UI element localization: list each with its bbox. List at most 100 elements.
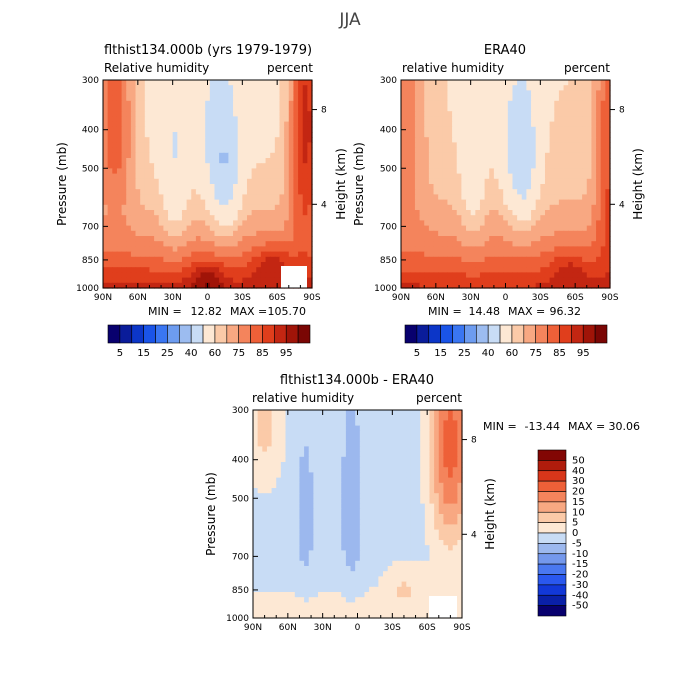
heatmap-cell [290, 519, 296, 525]
heatmap-cell [103, 116, 109, 123]
heatmap-cell [223, 132, 229, 138]
heatmap-cell [112, 116, 118, 123]
heatmap-cell [568, 189, 574, 195]
heatmap-cell [214, 189, 220, 195]
heatmap-cell [544, 132, 551, 138]
y-right-tick-label: 4 [321, 200, 327, 210]
heatmap-cell [558, 173, 565, 180]
heatmap-cell [373, 456, 379, 463]
heatmap-cell [517, 199, 523, 206]
heatmap-cell [341, 446, 347, 453]
heatmap-cell [293, 236, 299, 242]
heatmap-cell [308, 430, 314, 437]
heatmap-cell [322, 529, 328, 536]
heatmap-cell [596, 132, 602, 138]
heatmap-cell [582, 184, 588, 190]
heatmap-cell [200, 137, 206, 143]
heatmap-cell [544, 199, 551, 206]
heatmap-cell [438, 529, 445, 536]
heatmap-cell [448, 529, 454, 536]
heatmap-cell [586, 194, 593, 201]
heatmap-cell [274, 142, 281, 149]
heatmap-cell [605, 215, 611, 221]
heatmap-cell [521, 262, 527, 268]
heatmap-cell [271, 503, 277, 510]
heatmap-cell [424, 220, 430, 227]
heatmap-cell [172, 173, 178, 180]
heatmap-cell [456, 230, 462, 237]
heatmap-cell [158, 90, 164, 97]
heatmap-cell [302, 246, 308, 253]
heatmap-cell [209, 126, 216, 133]
heatmap-cell [428, 210, 435, 216]
heatmap-cell [205, 95, 211, 102]
heatmap-cell [276, 410, 282, 416]
heatmap-cell [195, 121, 202, 128]
heatmap-cell [586, 116, 593, 123]
heatmap-cell [503, 90, 509, 97]
heatmap-cell [308, 482, 314, 489]
heatmap-cell [415, 446, 421, 453]
heatmap-cell [563, 163, 569, 169]
heatmap-cell [253, 415, 259, 421]
heatmap-cell [424, 142, 430, 149]
x-tick-label: 30N [164, 293, 182, 303]
heatmap-cell [186, 225, 192, 232]
heatmap-cell [307, 147, 313, 154]
heatmap-cell [424, 508, 431, 515]
heatmap-cell [214, 173, 220, 180]
heatmap-cell [308, 420, 314, 427]
heatmap-cell [521, 173, 527, 180]
heatmap-cell [549, 204, 555, 211]
heatmap-cell [313, 472, 319, 479]
heatmap-cell [279, 194, 285, 201]
heatmap-cell [512, 277, 518, 284]
heatmap-cell [355, 488, 361, 494]
heatmap-cell [154, 246, 160, 253]
heatmap-cell [336, 467, 342, 473]
heatmap-cell [116, 199, 123, 206]
heatmap-cell [401, 430, 407, 437]
heatmap-cell [410, 456, 417, 463]
heatmap-cell [140, 106, 146, 112]
heatmap-cell [586, 173, 593, 180]
heatmap-cell [424, 467, 431, 473]
heatmap-cell [600, 251, 606, 258]
heatmap-cell [434, 472, 440, 479]
heatmap-cell [270, 137, 276, 143]
heatmap-cell [424, 246, 430, 253]
heatmap-cell [299, 540, 305, 546]
heatmap-cell [521, 267, 527, 273]
heatmap-cell [489, 194, 495, 201]
x-tick-label: 60N [427, 293, 445, 303]
heatmap-cell [429, 467, 435, 473]
heatmap-cell [276, 456, 282, 463]
heatmap-cell [163, 194, 169, 201]
heatmap-cell [448, 467, 454, 473]
heatmap-cell [438, 420, 445, 427]
heatmap-cell [503, 194, 509, 201]
heatmap-cell [434, 436, 440, 442]
heatmap-cell [401, 189, 407, 195]
heatmap-cell [112, 142, 118, 149]
heatmap-cell [591, 220, 597, 227]
heatmap-cell [563, 137, 569, 143]
heatmap-cell [466, 142, 472, 149]
heatmap-cell [140, 225, 146, 232]
heatmap-cell [336, 456, 342, 463]
heatmap-cell [103, 204, 109, 211]
panel-difference: flthist134.000b - ERA40 relative humidit… [204, 373, 640, 633]
heatmap-cell [290, 514, 296, 520]
heatmap-cell [359, 446, 366, 453]
heatmap-cell [498, 158, 504, 164]
heatmap-cell [308, 467, 314, 473]
heatmap-cell [424, 256, 430, 263]
heatmap-cell [177, 132, 183, 138]
heatmap-cell [172, 251, 178, 258]
heatmap-cell [401, 210, 407, 216]
heatmap-cell [457, 498, 463, 505]
heatmap-cell [270, 225, 276, 232]
colorbar-label: 85 [256, 348, 269, 359]
heatmap-cell [498, 230, 504, 237]
heatmap-cell [260, 204, 267, 211]
